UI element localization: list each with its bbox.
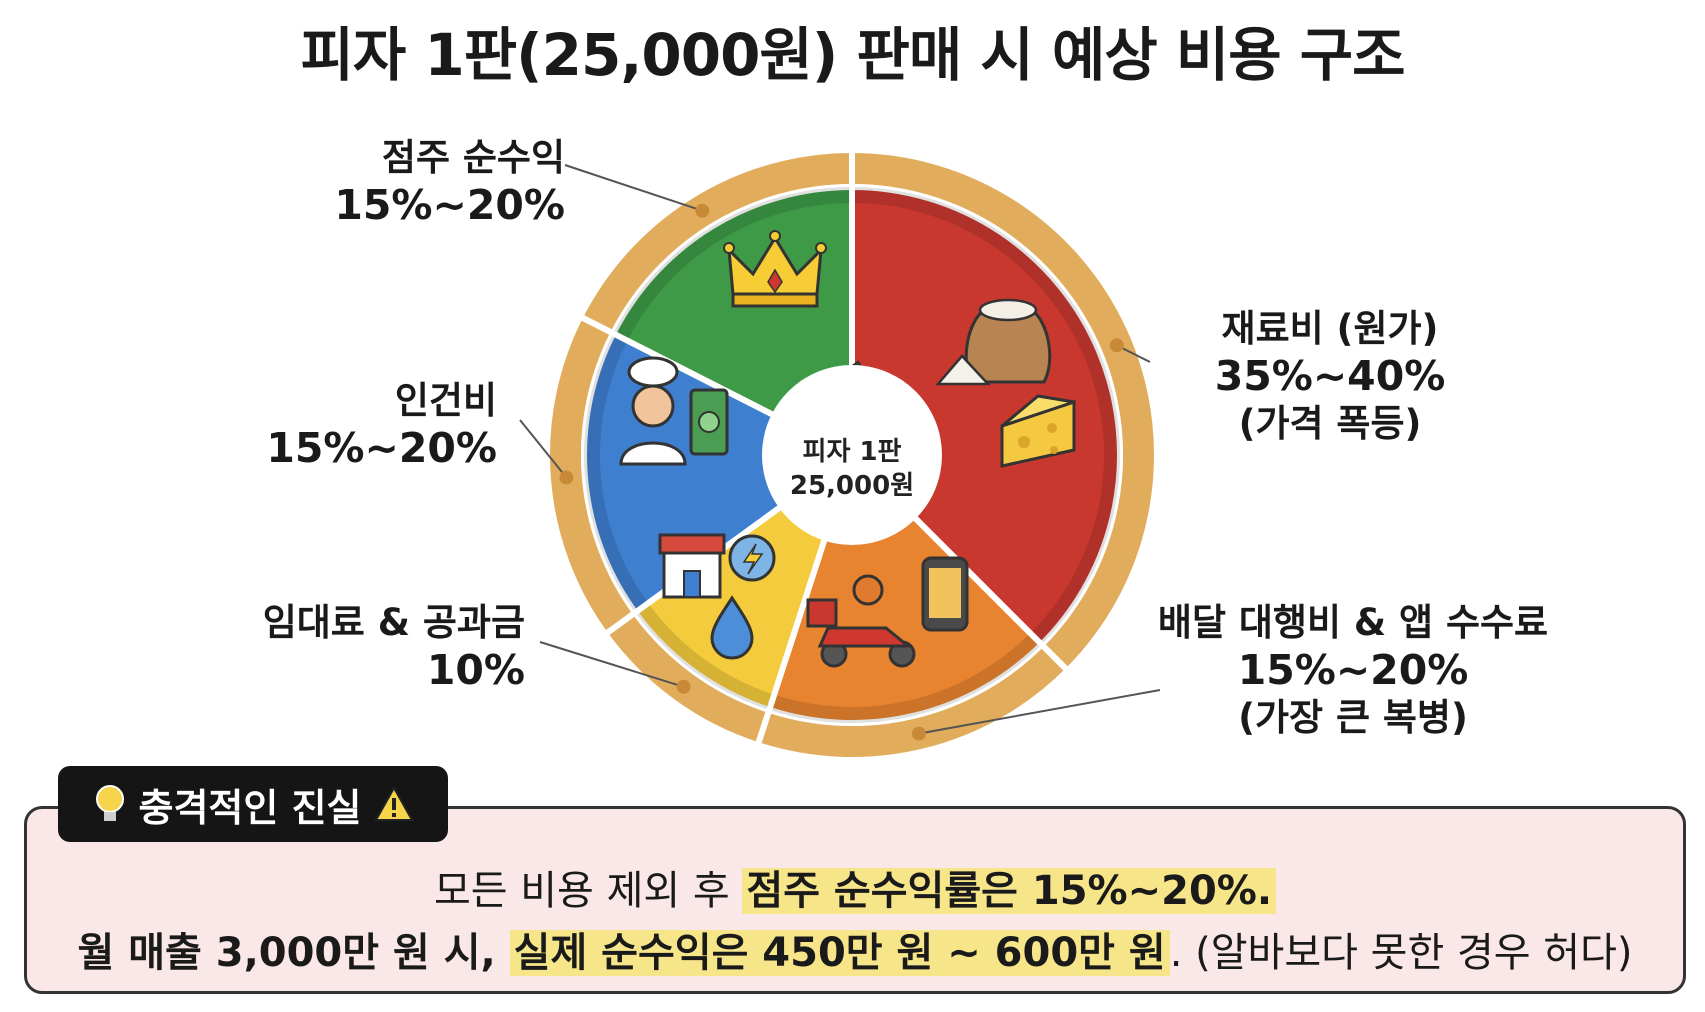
crown-icon	[723, 230, 827, 308]
pie-rim-delivery	[771, 634, 1040, 723]
center-line-1: 피자 1판	[803, 437, 902, 467]
leader-line-delivery	[918, 689, 1161, 735]
label-profit-range: 15%~20%	[334, 181, 565, 230]
label-profit: 점주 순수익 15%~20%	[334, 135, 565, 230]
label-materials-range: 35%~40%	[1214, 352, 1446, 401]
center-circle	[762, 365, 942, 545]
label-materials-name: 재료비 (원가)	[1221, 307, 1439, 350]
truth-line-2-bold: 월 매출 3,000만 원 시,	[77, 930, 510, 976]
leader-dot-labor	[559, 470, 574, 485]
label-delivery: 배달 대행비 & 앱 수수료 15%~20% (가장 큰 복병)	[1148, 600, 1558, 740]
store-icon	[658, 533, 726, 599]
label-rent-range: 10%	[426, 646, 525, 695]
label-rent-name: 임대료 & 공과금	[262, 601, 525, 644]
pie-rim-profit	[614, 187, 850, 339]
phone-icon	[921, 556, 969, 632]
label-labor-range: 15%~20%	[266, 424, 497, 473]
truth-line-1: 모든 비용 제외 후 점주 순수익률은 15%~20%.	[24, 858, 1686, 916]
label-materials-note: (가격 폭등)	[1238, 402, 1422, 446]
leader-dot-delivery	[911, 726, 926, 741]
scooter-icon	[806, 574, 916, 668]
pie-rim-labor	[584, 335, 647, 611]
truth-tag-label: 충격적인 진실	[138, 785, 362, 830]
money-icon	[689, 388, 729, 456]
leader-dot-profit	[695, 203, 710, 218]
leader-line-rent	[539, 641, 684, 688]
pie-rim-materials	[854, 187, 1120, 643]
energy-icon	[728, 534, 776, 582]
label-delivery-name: 배달 대행비 & 앱 수수료	[1157, 601, 1549, 644]
leader-dot-materials	[1109, 338, 1124, 353]
center-line-2: 25,000원	[790, 471, 914, 501]
pie-rim-rent	[636, 605, 772, 710]
cheese-icon	[1000, 394, 1076, 468]
truth-line-2-highlight: 실제 순수익은 450만 원 ~ 600만 원	[509, 930, 1170, 976]
leader-dot-rent	[676, 679, 691, 694]
label-labor: 인건비 15%~20%	[266, 378, 497, 473]
label-labor-name: 인건비	[394, 379, 497, 422]
label-delivery-note: (가장 큰 복병)	[1238, 696, 1468, 740]
flour-sack-icon	[935, 298, 1052, 386]
truth-line-2-rest: . (알바보다 못한 경우 허다)	[1169, 930, 1633, 976]
chart-title: 피자 1판(25,000원) 판매 시 예상 비용 구조	[300, 21, 1405, 89]
leader-line-profit	[564, 164, 703, 212]
chef-icon	[619, 356, 687, 466]
truth-tag: 충격적인 진실	[58, 766, 448, 842]
warning-icon	[373, 786, 414, 821]
truth-line-1-plain: 모든 비용 제외 후	[433, 868, 743, 914]
label-materials: 재료비 (원가) 35%~40% (가격 폭등)	[1180, 306, 1480, 446]
truth-line-2: 월 매출 3,000만 원 시, 실제 순수익은 450만 원 ~ 600만 원…	[24, 920, 1686, 978]
label-rent: 임대료 & 공과금 10%	[263, 600, 525, 695]
water-drop-icon	[710, 595, 754, 660]
truth-line-1-highlight: 점주 순수익률은 15%~20%.	[742, 868, 1277, 914]
label-profit-name: 점주 순수익	[381, 136, 565, 179]
label-delivery-range: 15%~20%	[1237, 646, 1469, 695]
lightbulb-icon	[95, 785, 124, 821]
leader-line-labor	[519, 419, 568, 479]
pie-slice-materials	[849, 183, 1123, 649]
